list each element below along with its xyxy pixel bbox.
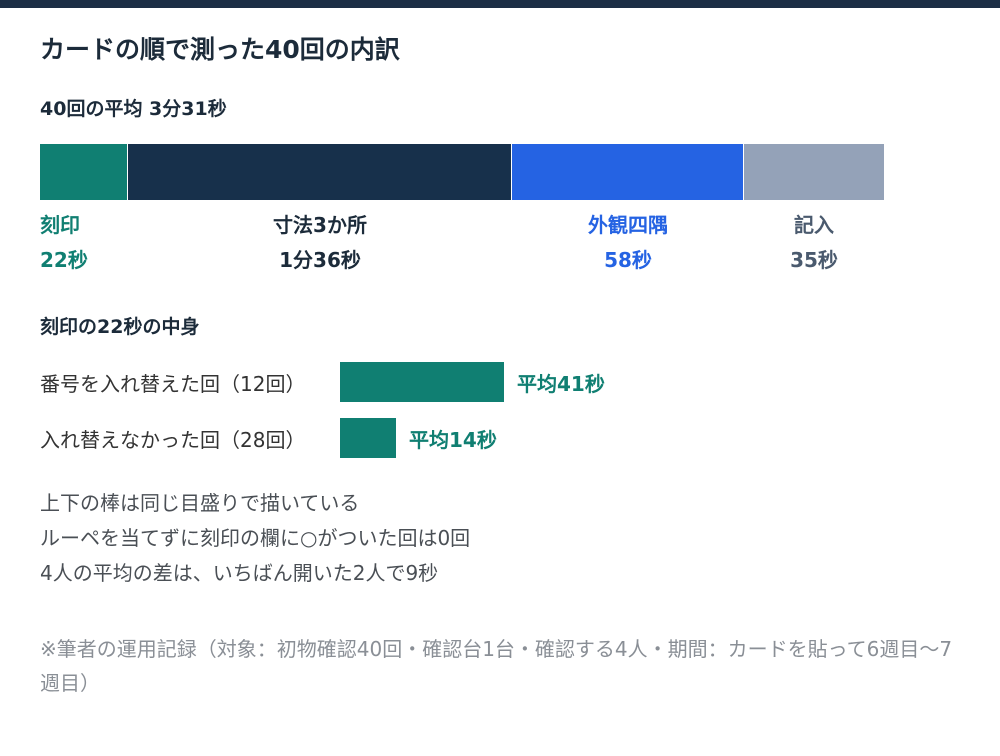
breakdown-row-label-not-swapped: 入れ替えなかった回（28回） [40, 428, 306, 452]
stacked-segment [512, 144, 743, 200]
note-line: 上下の棒は同じ目盛りで描いている [40, 491, 360, 515]
stacked-segment [40, 144, 127, 200]
stacked-segment-value: 58秒 [604, 248, 652, 272]
stacked-segment-label: 記入 [794, 213, 834, 237]
breakdown-value-not-swapped: 平均14秒 [409, 428, 497, 452]
stacked-segment-value: 35秒 [790, 248, 838, 272]
breakdown-bar-swapped [340, 362, 504, 402]
stacked-segment-label: 寸法3か所 [273, 213, 367, 237]
stacked-segment [744, 144, 884, 200]
average-subtitle: 40回の平均 3分31秒 [40, 98, 227, 120]
stacked-segment-label: 外観四隅 [588, 213, 668, 237]
chart-title: カードの順で測った40回の内訳 [40, 35, 400, 64]
stacked-segment-value: 22秒 [40, 248, 88, 272]
breakdown-heading: 刻印の22秒の中身 [40, 316, 200, 338]
stacked-segment-label: 刻印 [40, 213, 80, 237]
breakdown-row-label-swapped: 番号を入れ替えた回（12回） [40, 372, 306, 396]
breakdown-value-swapped: 平均41秒 [517, 372, 605, 396]
stacked-segment [128, 144, 511, 200]
note-line: ルーペを当てずに刻印の欄に○がついた回は0回 [40, 526, 471, 550]
note-line: 4人の平均の差は、いちばん開いた2人で9秒 [40, 561, 439, 585]
stacked-time-bar [40, 144, 884, 200]
notes-block: 上下の棒は同じ目盛りで描いている ルーペを当てずに刻印の欄に○がついた回は0回 … [40, 486, 470, 591]
top-accent-bar [0, 0, 1000, 8]
stacked-segment-value: 1分36秒 [279, 248, 361, 272]
source-footnote: ※筆者の運用記録（対象：初物確認40回・確認台1台・確認する4人・期間：カードを… [40, 637, 953, 695]
breakdown-bar-not-swapped [340, 418, 396, 458]
